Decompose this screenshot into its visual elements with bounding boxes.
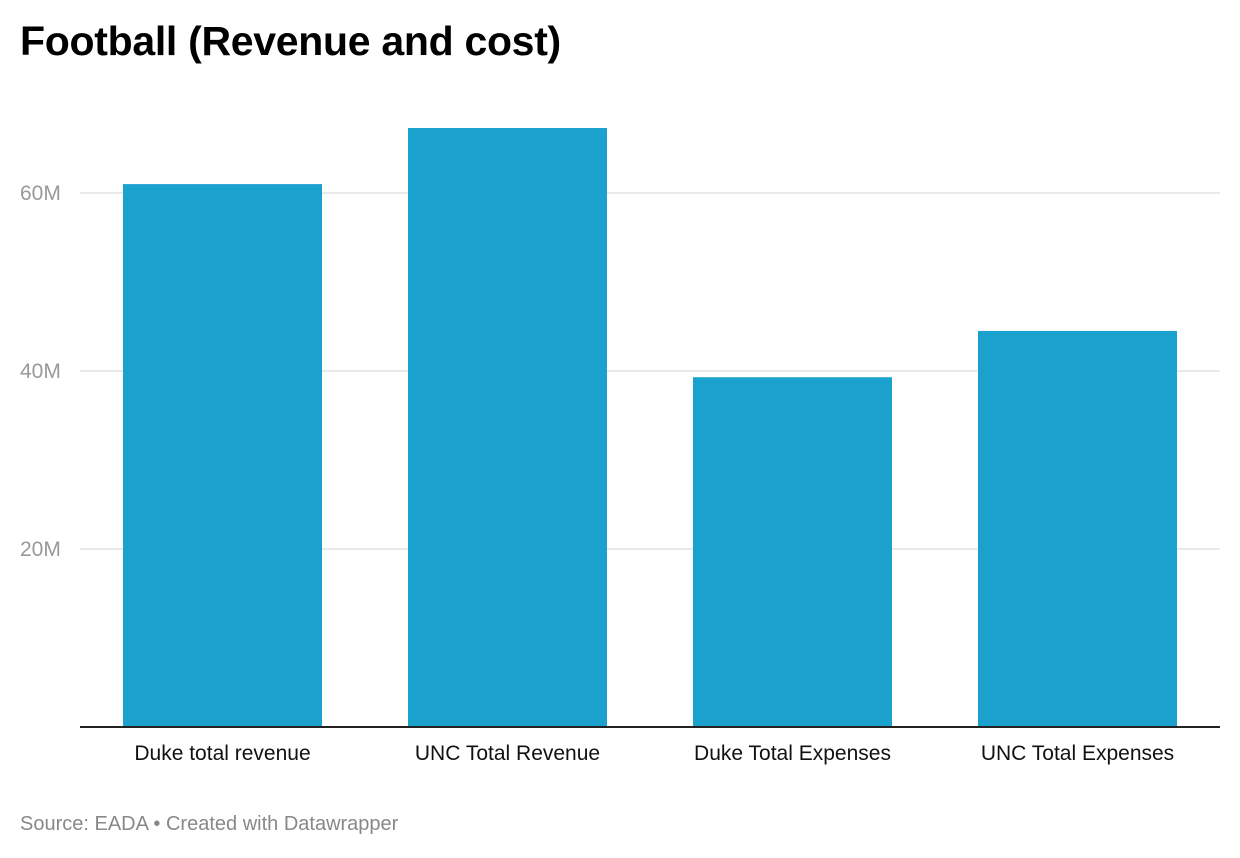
y-tick-label: 60M [20,182,61,205]
bars [123,128,1177,728]
bar-unc-total-expenses [978,330,1177,727]
credit-label: Created with Datawrapper [165,813,399,835]
y-tick-label: 20M [20,538,61,561]
chart-title: Football (Revenue and cost) [20,18,561,64]
x-category-label: Duke Total Expenses [694,742,891,765]
bar-duke-total-expenses [693,377,892,727]
x-category-label: Duke total revenue [134,742,310,765]
chart-footer: Source: EADA • Created with Datawrapper [20,813,398,836]
bar-duke-total-revenue [123,184,322,728]
x-category-label: UNC Total Revenue [415,742,600,765]
footer-separator: • [153,813,161,835]
source-label: Source: EADA [20,813,148,835]
x-category-label: UNC Total Expenses [981,742,1174,765]
y-tick-label: 40M [20,360,61,383]
labels: 20M 40M 60M Duke total revenue UNC Total Rev… [20,182,1174,765]
bar-unc-total-revenue [408,128,607,727]
